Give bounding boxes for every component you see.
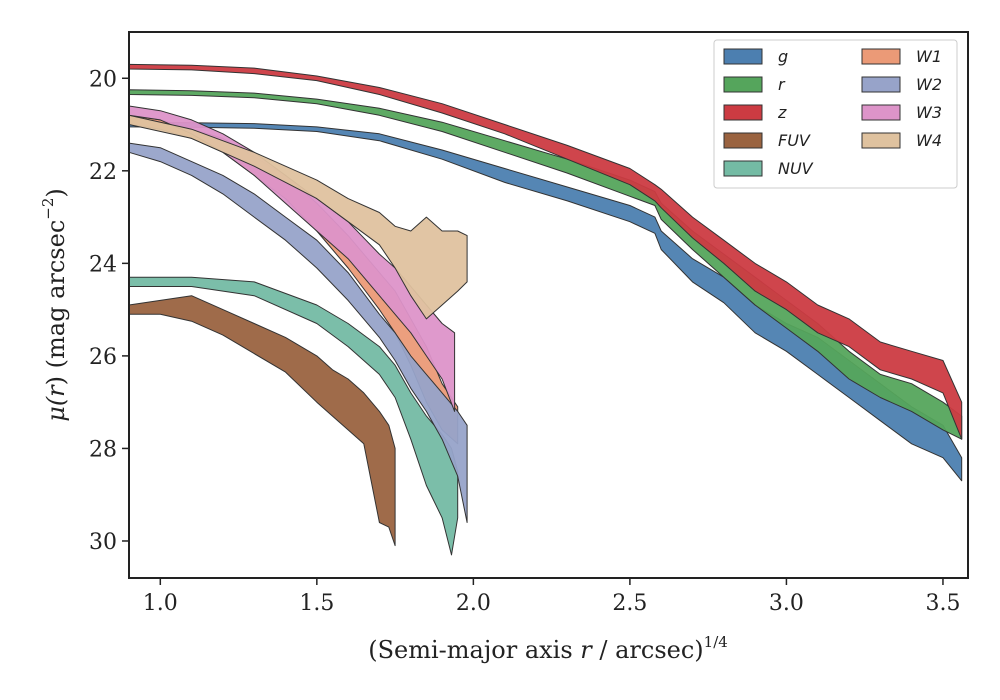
legend-label-w2: W2 <box>916 75 942 94</box>
legend-label-w4: W4 <box>916 131 942 150</box>
y-tick-label: 30 <box>89 530 117 555</box>
plot-frame <box>128 31 969 579</box>
legend-label-g: g <box>778 47 788 66</box>
y-tick-label: 24 <box>89 252 117 277</box>
x-axis-ticks: 1.0 1.5 2.0 2.5 3.0 3.5 <box>143 578 960 616</box>
y-tick-label: 20 <box>89 67 117 92</box>
legend-label-z: z <box>777 103 787 122</box>
legend-swatch-w2 <box>861 76 901 93</box>
legend-swatch-fuv <box>723 132 763 149</box>
legend-swatch-w3 <box>861 104 901 121</box>
legend-swatch-nuv <box>723 160 763 177</box>
legend-label-w1: W1 <box>916 47 942 66</box>
legend-label-w3: W3 <box>916 103 942 122</box>
series-band-fuv <box>128 295 396 547</box>
x-tick-label: 3.5 <box>925 591 960 616</box>
x-tick-label: 1.0 <box>143 591 178 616</box>
legend-swatch-w4 <box>861 132 901 149</box>
series-band-nuv <box>128 276 459 556</box>
y-tick-label: 28 <box>89 437 117 462</box>
x-tick-label: 1.5 <box>299 591 334 616</box>
x-axis-label: (Semi-major axis r / arcsec)1/4 <box>368 633 728 664</box>
x-tick-label: 2.5 <box>612 591 647 616</box>
legend-label-nuv: NUV <box>778 159 814 178</box>
y-axis-label: μ(r) (mag arcsec−2) <box>39 188 70 422</box>
series-band-z <box>128 63 963 440</box>
series-bands <box>128 63 963 556</box>
legend-label-r: r <box>778 75 786 94</box>
x-tick-label: 3.0 <box>769 591 804 616</box>
legend-swatch-g <box>723 48 763 65</box>
legend: grz FUV NUV W1 W2 W3 W4 <box>713 39 958 189</box>
legend-swatch-w1 <box>861 48 901 65</box>
y-tick-label: 26 <box>89 345 117 370</box>
series-band-w2 <box>128 142 468 523</box>
series-band-w4 <box>128 114 468 320</box>
legend-label-fuv: FUV <box>778 131 811 150</box>
legend-swatch-z <box>723 104 763 121</box>
y-axis-ticks: 20 22 24 26 28 30 <box>89 67 129 555</box>
legend-swatch-r <box>723 76 763 93</box>
series-band-g <box>128 121 963 482</box>
x-tick-label: 2.0 <box>456 591 491 616</box>
y-tick-label: 22 <box>89 160 117 185</box>
